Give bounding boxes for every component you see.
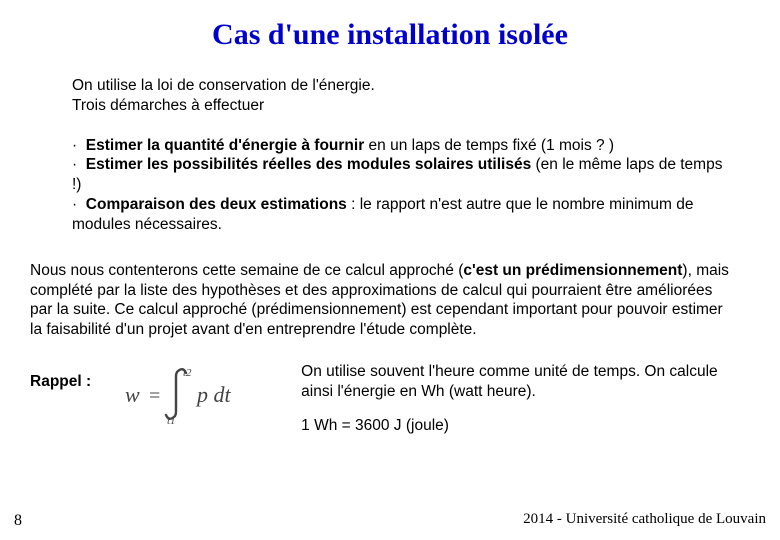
formula-lower: t1 [167,415,176,426]
footer-citation: 2014 - Université catholique de Louvain [523,511,766,528]
approach-paragraph: Nous nous contenterons cette semaine de … [30,261,730,340]
bullet-1-rest: en un laps de temps fixé (1 mois ? ) [364,137,614,154]
approach-bold: c'est un prédimensionnement [463,262,682,279]
lower-row: Rappel : w = t2 t1 p dt On utilise souve… [30,362,730,449]
bullet-dot: · [72,137,77,154]
approach-pre: Nous nous contenterons cette semaine de … [30,262,463,279]
bullet-item-2: · Estimer les possibilités réelles des m… [72,155,730,195]
right-column: On utilise souvent l'heure comme unité d… [301,362,730,449]
hour-unit-text: On utilise souvent l'heure comme unité d… [301,362,730,402]
bullet-3-bold: Comparaison des deux estimations [86,196,347,213]
bullet-dot: · [72,196,77,213]
formula-eq: = [149,385,160,407]
integral-formula-svg: w = t2 t1 p dt [121,364,251,426]
page-number: 8 [14,512,22,530]
wh-joule-text: 1 Wh = 3600 J (joule) [301,416,730,436]
bullet-item-3: · Comparaison des deux estimations : le … [72,195,730,235]
bullet-item-1: · Estimer la quantité d'énergie à fourni… [72,136,730,156]
formula-upper: t2 [183,367,192,379]
formula-integrand: p dt [195,382,232,407]
slide: Cas d'une installation isolée On utilise… [0,0,780,540]
page-title: Cas d'une installation isolée [30,18,750,52]
formula: w = t2 t1 p dt [121,362,271,426]
bullet-1-bold: Estimer la quantité d'énergie à fournir [86,137,364,154]
bullet-2-bold: Estimer les possibilités réelles des mod… [86,156,531,173]
intro-line-2: Trois démarches à effectuer [72,96,730,116]
formula-lhs: w [125,382,140,407]
intro-line-1: On utilise la loi de conservation de l'é… [72,76,730,96]
bullet-list: · Estimer la quantité d'énergie à fourni… [72,136,730,235]
bullet-dot: · [72,156,77,173]
rappel-label: Rappel : [30,362,91,392]
intro-block: On utilise la loi de conservation de l'é… [72,76,730,116]
content-area: On utilise la loi de conservation de l'é… [30,76,750,450]
